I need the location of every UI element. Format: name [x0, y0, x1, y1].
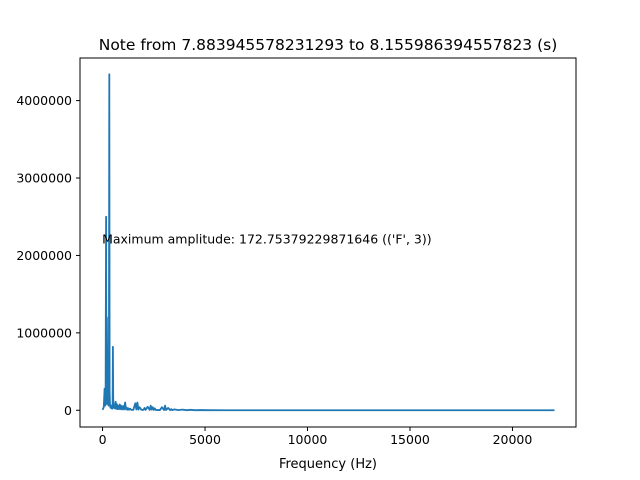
x-tick-label: 5000 — [189, 432, 221, 447]
y-tick-label: 1000000 — [16, 325, 72, 340]
annotation-label: Maximum amplitude: 172.75379229871646 ((… — [102, 231, 432, 246]
x-tick-label: 20000 — [493, 432, 533, 447]
x-axis-label: Frequency (Hz) — [279, 457, 377, 472]
y-tick-label: 0 — [64, 403, 72, 418]
plot-frame — [79, 57, 577, 428]
x-tick-label: 10000 — [288, 432, 328, 447]
y-tick-label: 3000000 — [16, 171, 72, 186]
x-tick-label: 15000 — [390, 432, 430, 447]
x-tick-label: 0 — [99, 432, 107, 447]
y-tick-label: 2000000 — [16, 248, 72, 263]
y-tick-label: 4000000 — [16, 93, 72, 108]
spectrum-line-0 — [101, 73, 555, 412]
chart-title: Note from 7.883945578231293 to 8.1559863… — [99, 36, 558, 54]
